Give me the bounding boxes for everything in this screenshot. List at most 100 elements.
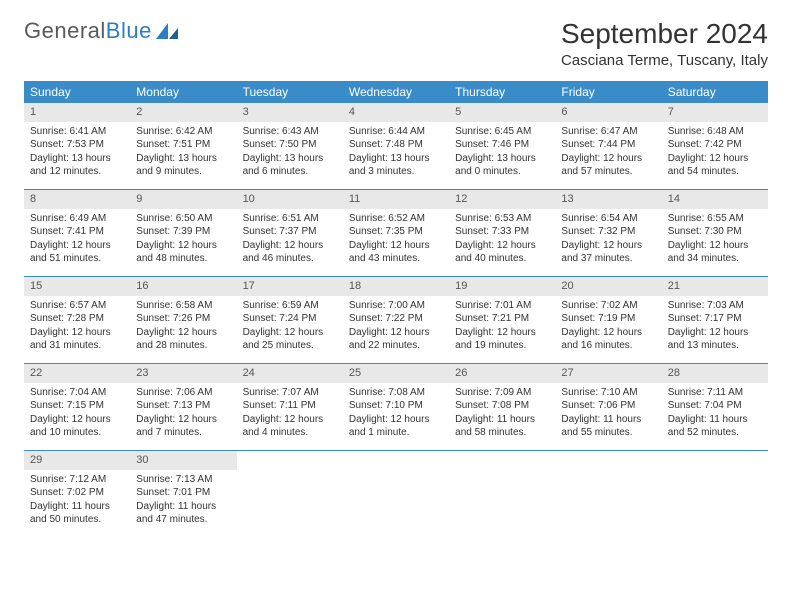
calendar-cell: 9Sunrise: 6:50 AMSunset: 7:39 PMDaylight… — [130, 190, 236, 276]
calendar-cell: 18Sunrise: 7:00 AMSunset: 7:22 PMDayligh… — [343, 277, 449, 363]
day-body: Sunrise: 7:06 AMSunset: 7:13 PMDaylight:… — [130, 383, 236, 446]
sunset-text: Sunset: 7:37 PM — [243, 225, 337, 239]
sunrise-text: Sunrise: 7:03 AM — [668, 299, 762, 313]
calendar-cell — [662, 451, 768, 537]
day-number: 24 — [237, 364, 343, 383]
day-number: 13 — [555, 190, 661, 209]
day-number: 11 — [343, 190, 449, 209]
calendar-cell: 16Sunrise: 6:58 AMSunset: 7:26 PMDayligh… — [130, 277, 236, 363]
header: GeneralBlue September 2024 Casciana Term… — [24, 18, 768, 69]
daylight-text: Daylight: 12 hours and 16 minutes. — [561, 326, 655, 353]
logo: GeneralBlue — [24, 18, 180, 44]
sunset-text: Sunset: 7:02 PM — [30, 486, 124, 500]
day-body: Sunrise: 6:47 AMSunset: 7:44 PMDaylight:… — [555, 122, 661, 185]
sunset-text: Sunset: 7:35 PM — [349, 225, 443, 239]
day-number: 15 — [24, 277, 130, 296]
calendar-cell: 19Sunrise: 7:01 AMSunset: 7:21 PMDayligh… — [449, 277, 555, 363]
sunset-text: Sunset: 7:13 PM — [136, 399, 230, 413]
sunset-text: Sunset: 7:24 PM — [243, 312, 337, 326]
sunset-text: Sunset: 7:33 PM — [455, 225, 549, 239]
sunrise-text: Sunrise: 7:07 AM — [243, 386, 337, 400]
day-header-row: Sunday Monday Tuesday Wednesday Thursday… — [24, 81, 768, 103]
logo-sail-icon — [154, 21, 180, 41]
calendar-cell: 27Sunrise: 7:10 AMSunset: 7:06 PMDayligh… — [555, 364, 661, 450]
daylight-text: Daylight: 12 hours and 54 minutes. — [668, 152, 762, 179]
calendar-cell — [449, 451, 555, 537]
sunrise-text: Sunrise: 6:52 AM — [349, 212, 443, 226]
day-number: 20 — [555, 277, 661, 296]
day-number: 19 — [449, 277, 555, 296]
day-number: 9 — [130, 190, 236, 209]
daylight-text: Daylight: 13 hours and 0 minutes. — [455, 152, 549, 179]
sunrise-text: Sunrise: 6:42 AM — [136, 125, 230, 139]
day-number: 10 — [237, 190, 343, 209]
title-block: September 2024 Casciana Terme, Tuscany, … — [561, 18, 768, 69]
daylight-text: Daylight: 12 hours and 46 minutes. — [243, 239, 337, 266]
day-number: 28 — [662, 364, 768, 383]
daylight-text: Daylight: 13 hours and 3 minutes. — [349, 152, 443, 179]
sunrise-text: Sunrise: 6:55 AM — [668, 212, 762, 226]
day-header-sat: Saturday — [662, 81, 768, 103]
sunrise-text: Sunrise: 6:59 AM — [243, 299, 337, 313]
sunrise-text: Sunrise: 6:53 AM — [455, 212, 549, 226]
sunset-text: Sunset: 7:42 PM — [668, 138, 762, 152]
calendar-cell: 25Sunrise: 7:08 AMSunset: 7:10 PMDayligh… — [343, 364, 449, 450]
day-header-fri: Friday — [555, 81, 661, 103]
day-body: Sunrise: 7:09 AMSunset: 7:08 PMDaylight:… — [449, 383, 555, 446]
day-body: Sunrise: 6:44 AMSunset: 7:48 PMDaylight:… — [343, 122, 449, 185]
sunrise-text: Sunrise: 6:43 AM — [243, 125, 337, 139]
calendar-cell: 29Sunrise: 7:12 AMSunset: 7:02 PMDayligh… — [24, 451, 130, 537]
daylight-text: Daylight: 12 hours and 28 minutes. — [136, 326, 230, 353]
day-number: 30 — [130, 451, 236, 470]
calendar-cell: 11 Sunrise: 6:52 AMSunset: 7:35 PMDayligh… — [343, 190, 449, 276]
sunset-text: Sunset: 7:44 PM — [561, 138, 655, 152]
sunset-text: Sunset: 7:08 PM — [455, 399, 549, 413]
daylight-text: Daylight: 13 hours and 9 minutes. — [136, 152, 230, 179]
sunset-text: Sunset: 7:48 PM — [349, 138, 443, 152]
day-body: Sunrise: 6:59 AMSunset: 7:24 PMDaylight:… — [237, 296, 343, 359]
sunrise-text: Sunrise: 6:47 AM — [561, 125, 655, 139]
day-header-thu: Thursday — [449, 81, 555, 103]
day-body: Sunrise: 7:13 AMSunset: 7:01 PMDaylight:… — [130, 470, 236, 533]
daylight-text: Daylight: 12 hours and 43 minutes. — [349, 239, 443, 266]
daylight-text: Daylight: 12 hours and 7 minutes. — [136, 413, 230, 440]
sunset-text: Sunset: 7:28 PM — [30, 312, 124, 326]
day-number: 7 — [662, 103, 768, 122]
sunset-text: Sunset: 7:26 PM — [136, 312, 230, 326]
calendar-cell: 28Sunrise: 7:11 AMSunset: 7:04 PMDayligh… — [662, 364, 768, 450]
daylight-text: Daylight: 11 hours and 58 minutes. — [455, 413, 549, 440]
sunset-text: Sunset: 7:30 PM — [668, 225, 762, 239]
sunset-text: Sunset: 7:46 PM — [455, 138, 549, 152]
day-body: Sunrise: 6:49 AMSunset: 7:41 PMDaylight:… — [24, 209, 130, 272]
day-number: 16 — [130, 277, 236, 296]
day-number: 12 — [449, 190, 555, 209]
sunrise-text: Sunrise: 6:57 AM — [30, 299, 124, 313]
day-number: 4 — [343, 103, 449, 122]
sunrise-text: Sunrise: 6:41 AM — [30, 125, 124, 139]
daylight-text: Daylight: 12 hours and 34 minutes. — [668, 239, 762, 266]
calendar-cell: 17Sunrise: 6:59 AMSunset: 7:24 PMDayligh… — [237, 277, 343, 363]
logo-text-1: General — [24, 18, 106, 44]
calendar-cell: 3Sunrise: 6:43 AMSunset: 7:50 PMDaylight… — [237, 103, 343, 189]
daylight-text: Daylight: 11 hours and 50 minutes. — [30, 500, 124, 527]
calendar-cell: 5Sunrise: 6:45 AMSunset: 7:46 PMDaylight… — [449, 103, 555, 189]
calendar-cell: 21Sunrise: 7:03 AMSunset: 7:17 PMDayligh… — [662, 277, 768, 363]
day-header-mon: Monday — [130, 81, 236, 103]
sunset-text: Sunset: 7:10 PM — [349, 399, 443, 413]
sunset-text: Sunset: 7:19 PM — [561, 312, 655, 326]
sunset-text: Sunset: 7:11 PM — [243, 399, 337, 413]
calendar-week: 29Sunrise: 7:12 AMSunset: 7:02 PMDayligh… — [24, 451, 768, 537]
daylight-text: Daylight: 12 hours and 25 minutes. — [243, 326, 337, 353]
daylight-text: Daylight: 12 hours and 31 minutes. — [30, 326, 124, 353]
sunset-text: Sunset: 7:22 PM — [349, 312, 443, 326]
day-body: Sunrise: 7:04 AMSunset: 7:15 PMDaylight:… — [24, 383, 130, 446]
sunrise-text: Sunrise: 7:12 AM — [30, 473, 124, 487]
day-body: Sunrise: 7:07 AMSunset: 7:11 PMDaylight:… — [237, 383, 343, 446]
sunrise-text: Sunrise: 7:13 AM — [136, 473, 230, 487]
day-body: Sunrise: 6:41 AMSunset: 7:53 PMDaylight:… — [24, 122, 130, 185]
daylight-text: Daylight: 12 hours and 48 minutes. — [136, 239, 230, 266]
page-title: September 2024 — [561, 18, 768, 50]
sunset-text: Sunset: 7:41 PM — [30, 225, 124, 239]
day-body: Sunrise: 7:01 AMSunset: 7:21 PMDaylight:… — [449, 296, 555, 359]
day-header-sun: Sunday — [24, 81, 130, 103]
